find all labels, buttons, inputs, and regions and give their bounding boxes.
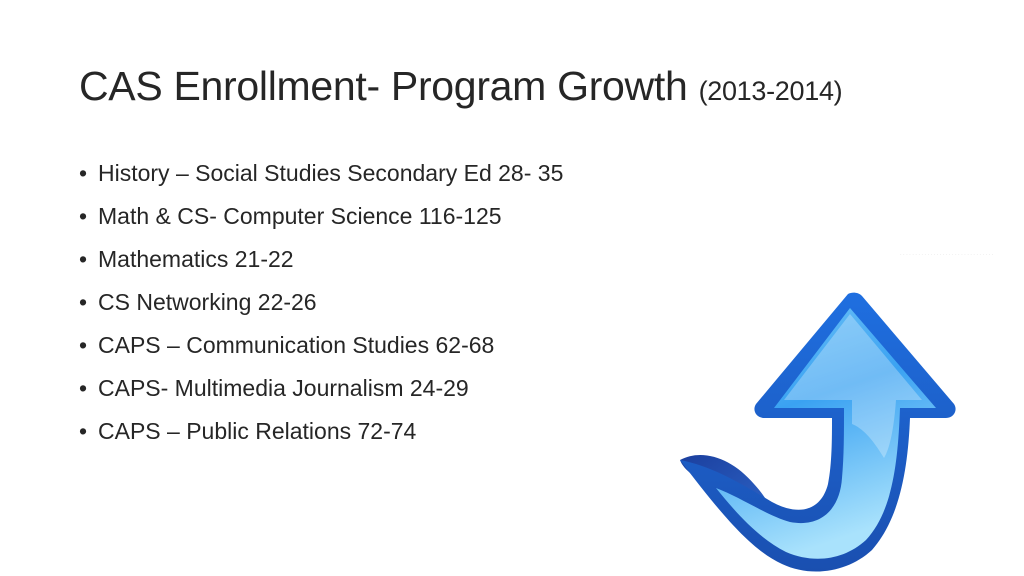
bullet-item: • CAPS- Multimedia Journalism 24-29 <box>79 367 563 410</box>
bullet-text: Mathematics 21-22 <box>98 246 294 272</box>
bullet-dot: • <box>79 289 88 315</box>
bullet-text: History – Social Studies Secondary Ed 28… <box>98 160 564 186</box>
slide-title: CAS Enrollment- Program Growth (2013-201… <box>79 62 843 115</box>
bullet-text: Math & CS- Computer Science 116-125 <box>98 203 502 229</box>
bullet-text: CAPS- Multimedia Journalism 24-29 <box>98 375 469 401</box>
up-arrow-image <box>672 288 962 573</box>
bullet-text: CAPS – Communication Studies 62-68 <box>98 332 495 358</box>
up-arrow-icon <box>680 292 956 572</box>
bullet-dot: • <box>79 375 88 401</box>
bullet-text: CAPS – Public Relations 72-74 <box>98 418 417 444</box>
arrow-fill <box>716 308 936 559</box>
bullet-dot: • <box>79 332 88 358</box>
bullet-item: • Math & CS- Computer Science 116-125 <box>79 195 563 238</box>
bullet-text: CS Networking 22-26 <box>98 289 317 315</box>
bullet-dot: • <box>79 203 88 229</box>
slide-title-years: (2013-2014) <box>698 76 843 106</box>
faint-watermark-text: · · · · · · · · · · · · · · · · · · · · … <box>900 252 994 258</box>
bullet-dot: • <box>79 246 88 272</box>
arrow-highlight <box>784 314 922 458</box>
bullet-item: • History – Social Studies Secondary Ed 2… <box>79 152 563 195</box>
bullet-dot: • <box>79 160 88 186</box>
bullet-item: • CAPS – Communication Studies 62-68 <box>79 324 563 367</box>
bullet-item: • Mathematics 21-22 <box>79 238 563 281</box>
slide-title-main: CAS Enrollment- Program Growth <box>79 63 688 109</box>
bullet-list: • History – Social Studies Secondary Ed 2… <box>79 152 563 453</box>
bullet-dot: • <box>79 418 88 444</box>
bullet-item: • CAPS – Public Relations 72-74 <box>79 410 563 453</box>
bullet-item: • CS Networking 22-26 <box>79 281 563 324</box>
